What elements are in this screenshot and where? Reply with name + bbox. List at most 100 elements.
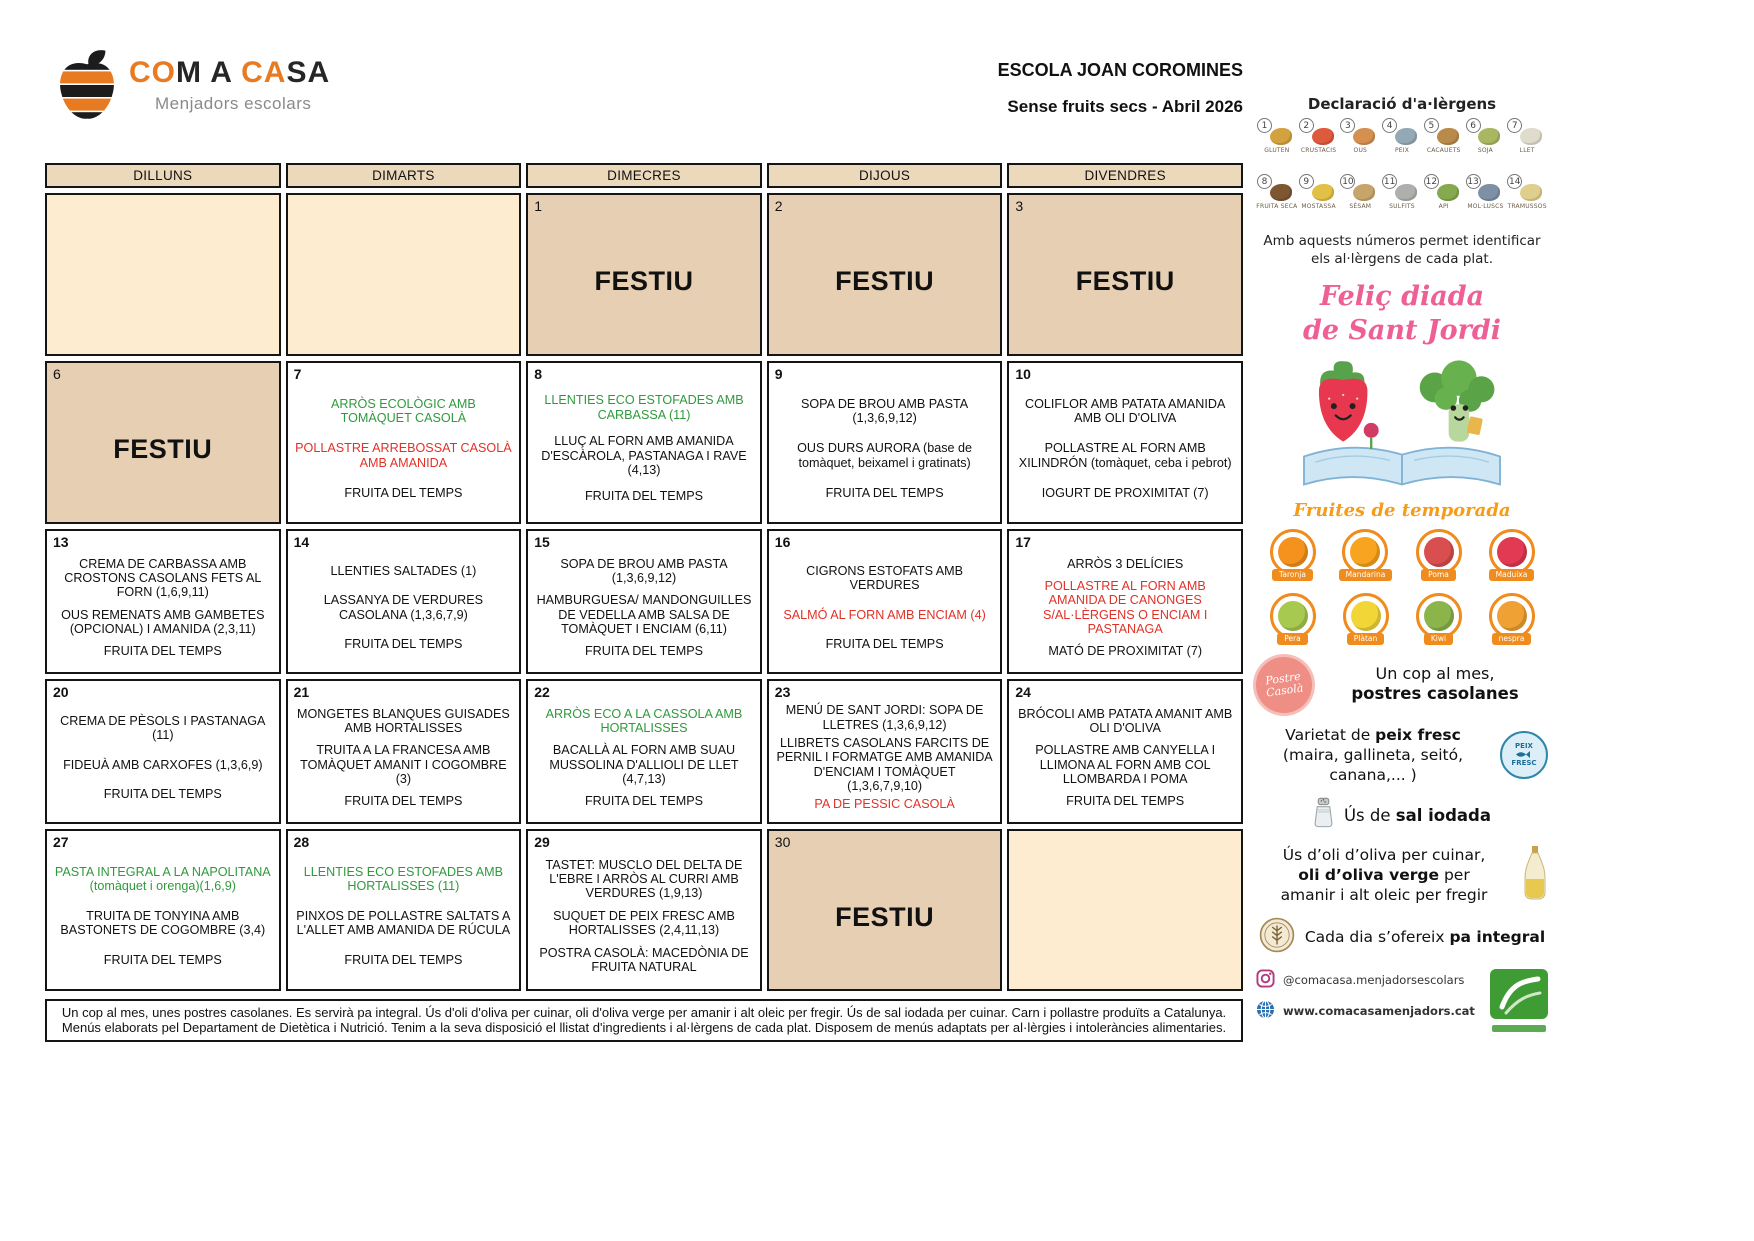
instagram-row: @comacasa.menjadorsescolars — [1256, 969, 1484, 991]
olive-oil-row: Ús d’oli d’oliva per cuinar, oli d’oliva… — [1256, 845, 1548, 905]
allergen-label: SULFITS — [1389, 203, 1415, 210]
allergen-peix: 4 PEIX — [1381, 118, 1423, 167]
day-header-dimarts: DIMARTS — [285, 163, 522, 188]
allergen-number: 13 — [1465, 174, 1481, 189]
allergen-number: 14 — [1507, 174, 1523, 189]
allergen-icon — [1478, 184, 1501, 201]
apple-logo-icon — [55, 48, 119, 127]
menu-item: TRUITA A LA FRANCESA AMB TOMÀQUET AMANIT… — [300, 743, 507, 786]
calendar-week-row: 6 FESTIU 7 ARRÒS ECOLÒGIC AMB TOMÀQUET CASO… — [45, 361, 1243, 524]
menu-item: PASTA INTEGRAL A LA NAPOLITANA (tomàquet… — [54, 864, 271, 893]
allergen-number: 11 — [1382, 174, 1398, 189]
menu-item: TRUITA DE TONYINA AMB BASTONETS DE COGOM… — [60, 908, 266, 938]
allergen-label: SÈSAM — [1349, 203, 1372, 210]
menu-item-list: LLENTIES ECO ESTOFADES AMB HORTALISSES (… — [288, 847, 520, 989]
menu-item: COLIFLOR AMB PATATA AMANIDA AMB OLI D'OL… — [1025, 396, 1226, 426]
day-header-dijous: DIJOUS — [766, 163, 1003, 188]
fruit-pera: Pera — [1269, 592, 1316, 645]
menu-item-list: ARRÒS 3 DELÍCIES POLLASTRE AL FORN AMB AM… — [1009, 547, 1241, 672]
menu-item-list: LLENTIES ECO ESTOFADES AMB CARBASSA (11)… — [528, 379, 760, 522]
allergen-icon — [1311, 184, 1334, 201]
olive-oil-text: Ús d’oli d’oliva per cuinar, oli d’oliva… — [1280, 846, 1488, 905]
wholegrain-bread-row: Cada dia s’ofereix pa integral — [1256, 917, 1548, 957]
brand-logo: COM A CASA Menjadors escolars — [55, 48, 330, 127]
allergen-cacauets: 5 CACAUETS — [1423, 118, 1465, 167]
menu-item: FRUITA DEL TEMPS — [344, 793, 463, 808]
menu-item: PINXOS DE POLLASTRE SALTATS A L'ALLET AM… — [296, 908, 511, 938]
allergen-s-sam: 10 SÈSAM — [1339, 174, 1381, 223]
homemade-dessert-row: Postre Casolà Un cop al mes, postres cas… — [1252, 652, 1548, 717]
menu-item: CREMA DE PÈSOLS I PASTANAGA (11) — [60, 714, 266, 743]
iodized-salt-text: Ús de sal iodada — [1343, 805, 1492, 825]
allergen-label: API — [1438, 203, 1449, 210]
menu-item: PA DE PESSIC CASOLÀ — [814, 797, 955, 812]
day-number: 29 — [534, 834, 550, 850]
menu-item: SOPA DE BROU AMB PASTA (1,3,6,9,12) — [800, 396, 969, 426]
allergen-icon — [1436, 184, 1459, 201]
menu-item: FRUITA DEL TEMPS — [825, 636, 944, 651]
day-number: 3 — [1015, 198, 1024, 214]
instagram-icon — [1256, 969, 1275, 991]
menu-day-cell: 24 BRÓCOLI AMB PATATA AMANIT AMB OLI D'OL… — [1007, 679, 1243, 824]
menu-day-cell: 21 MONGETES BLANQUES GUISADES AMB HORTALI… — [285, 679, 522, 824]
allergen-icon — [1311, 128, 1334, 145]
allergen-icon — [1478, 128, 1501, 145]
footer-note: Un cop al mes, unes postres casolanes. E… — [45, 999, 1243, 1042]
instagram-handle[interactable]: @comacasa.menjadorsescolars — [1283, 973, 1465, 988]
menu-item: CIGRONS ESTOFATS AMB VERDURES — [806, 564, 964, 593]
seasonal-fruits-grid: Taronja Mandarina Poma Maduixa Pera Plàtan Kiw… — [1256, 528, 1548, 645]
allergen-icon — [1520, 128, 1543, 145]
menu-item: BACALLÀ AL FORN AMB SUAU MUSSOLINA D'ALL… — [549, 743, 739, 786]
allergen-icon — [1269, 184, 1292, 201]
salt-shaker-icon — [1313, 797, 1334, 833]
allergen-label: LLET — [1519, 147, 1535, 154]
brand-title-part: M — [176, 56, 202, 89]
menu-item: HAMBURGUESA/ MANDONGUILLES DE VEDELLA AM… — [536, 593, 752, 636]
festiu-day-cell: 30 FESTIU — [766, 829, 1003, 991]
fruit-label: Kiwi — [1423, 632, 1454, 645]
brand-title: COM A CASA — [129, 56, 330, 90]
fruit-icon — [1269, 528, 1316, 575]
menu-item-list: PASTA INTEGRAL A LA NAPOLITANA (tomàquet… — [47, 847, 279, 989]
allergen-fruita-seca: 8 FRUITA SECA — [1256, 174, 1298, 223]
menu-item: FRUITA DEL TEMPS — [344, 636, 463, 651]
allergen-api: 12 API — [1423, 174, 1465, 223]
allergen-sulfits: 11 SULFITS — [1381, 174, 1423, 223]
menu-item-list: COLIFLOR AMB PATATA AMANIDA AMB OLI D'OL… — [1009, 379, 1241, 522]
menu-item: SALMÓ AL FORN AMB ENCIAM (4) — [783, 607, 986, 622]
menu-item-list: BRÓCOLI AMB PATATA AMANIT AMB OLI D'OLIV… — [1009, 697, 1241, 822]
allergen-label: GLUTEN — [1264, 147, 1290, 154]
website-row: www.comacasamenjadors.cat — [1256, 1000, 1484, 1022]
day-number: 9 — [774, 366, 783, 382]
menu-item: OUS REMENATS AMB GAMBETES (OPCIONAL) I A… — [61, 607, 265, 636]
fruit-taronja: Taronja — [1269, 528, 1316, 581]
fresh-fish-text: Varietat de peix fresc (maira, gallineta… — [1282, 725, 1464, 784]
globe-icon — [1256, 1000, 1275, 1022]
school-header: ESCOLA JOAN COROMINES Sense fruits secs … — [998, 60, 1243, 117]
menu-day-cell: 22 ARRÒS ECO A LA CASSOLA AMB HORTALISSES… — [526, 679, 762, 824]
fruit-nespra: nespra — [1488, 592, 1535, 645]
menu-day-cell: 8 LLENTIES ECO ESTOFADES AMB CARBASSA (11… — [526, 361, 762, 524]
brand-title-part: SA — [286, 56, 331, 89]
allergen-number: 1 — [1257, 118, 1272, 133]
allergen-icon — [1394, 128, 1417, 145]
menu-item: FRUITA DEL TEMPS — [584, 489, 703, 504]
menu-item-list: SOPA DE BROU AMB PASTA (1,3,6,9,12) OUS D… — [769, 379, 1001, 522]
menu-item: FRUITA DEL TEMPS — [103, 643, 222, 658]
day-number: 15 — [534, 534, 550, 550]
menu-item: FRUITA DEL TEMPS — [344, 953, 463, 968]
menu-day-cell: 17 ARRÒS 3 DELÍCIES POLLASTRE AL FORN AMB … — [1007, 529, 1243, 674]
menu-item: FRUITA DEL TEMPS — [1066, 793, 1185, 808]
festiu-label: FESTIU — [113, 434, 213, 464]
fruit-label: Mandarina — [1338, 568, 1393, 581]
fruit-mandarina: Mandarina — [1338, 528, 1393, 581]
info-sidebar: Declaració d'a·lèrgens 1 GLUTEN 2 CRUSTACIS… — [1252, 95, 1548, 1039]
menu-item: FRUITA DEL TEMPS — [584, 643, 703, 658]
allergen-gluten: 1 GLUTEN — [1256, 118, 1298, 167]
website-url[interactable]: www.comacasamenjadors.cat — [1283, 1004, 1475, 1019]
partner-logo — [1490, 969, 1548, 1039]
day-number: 10 — [1015, 366, 1031, 382]
menu-item: LLUÇ AL FORN AMB AMANIDA D'ESCÀROLA, PAS… — [541, 434, 747, 477]
menu-item: LLENTIES SALTADES (1) — [330, 564, 477, 579]
fresh-fish-row: Varietat de peix fresc (maira, gallineta… — [1256, 725, 1548, 785]
